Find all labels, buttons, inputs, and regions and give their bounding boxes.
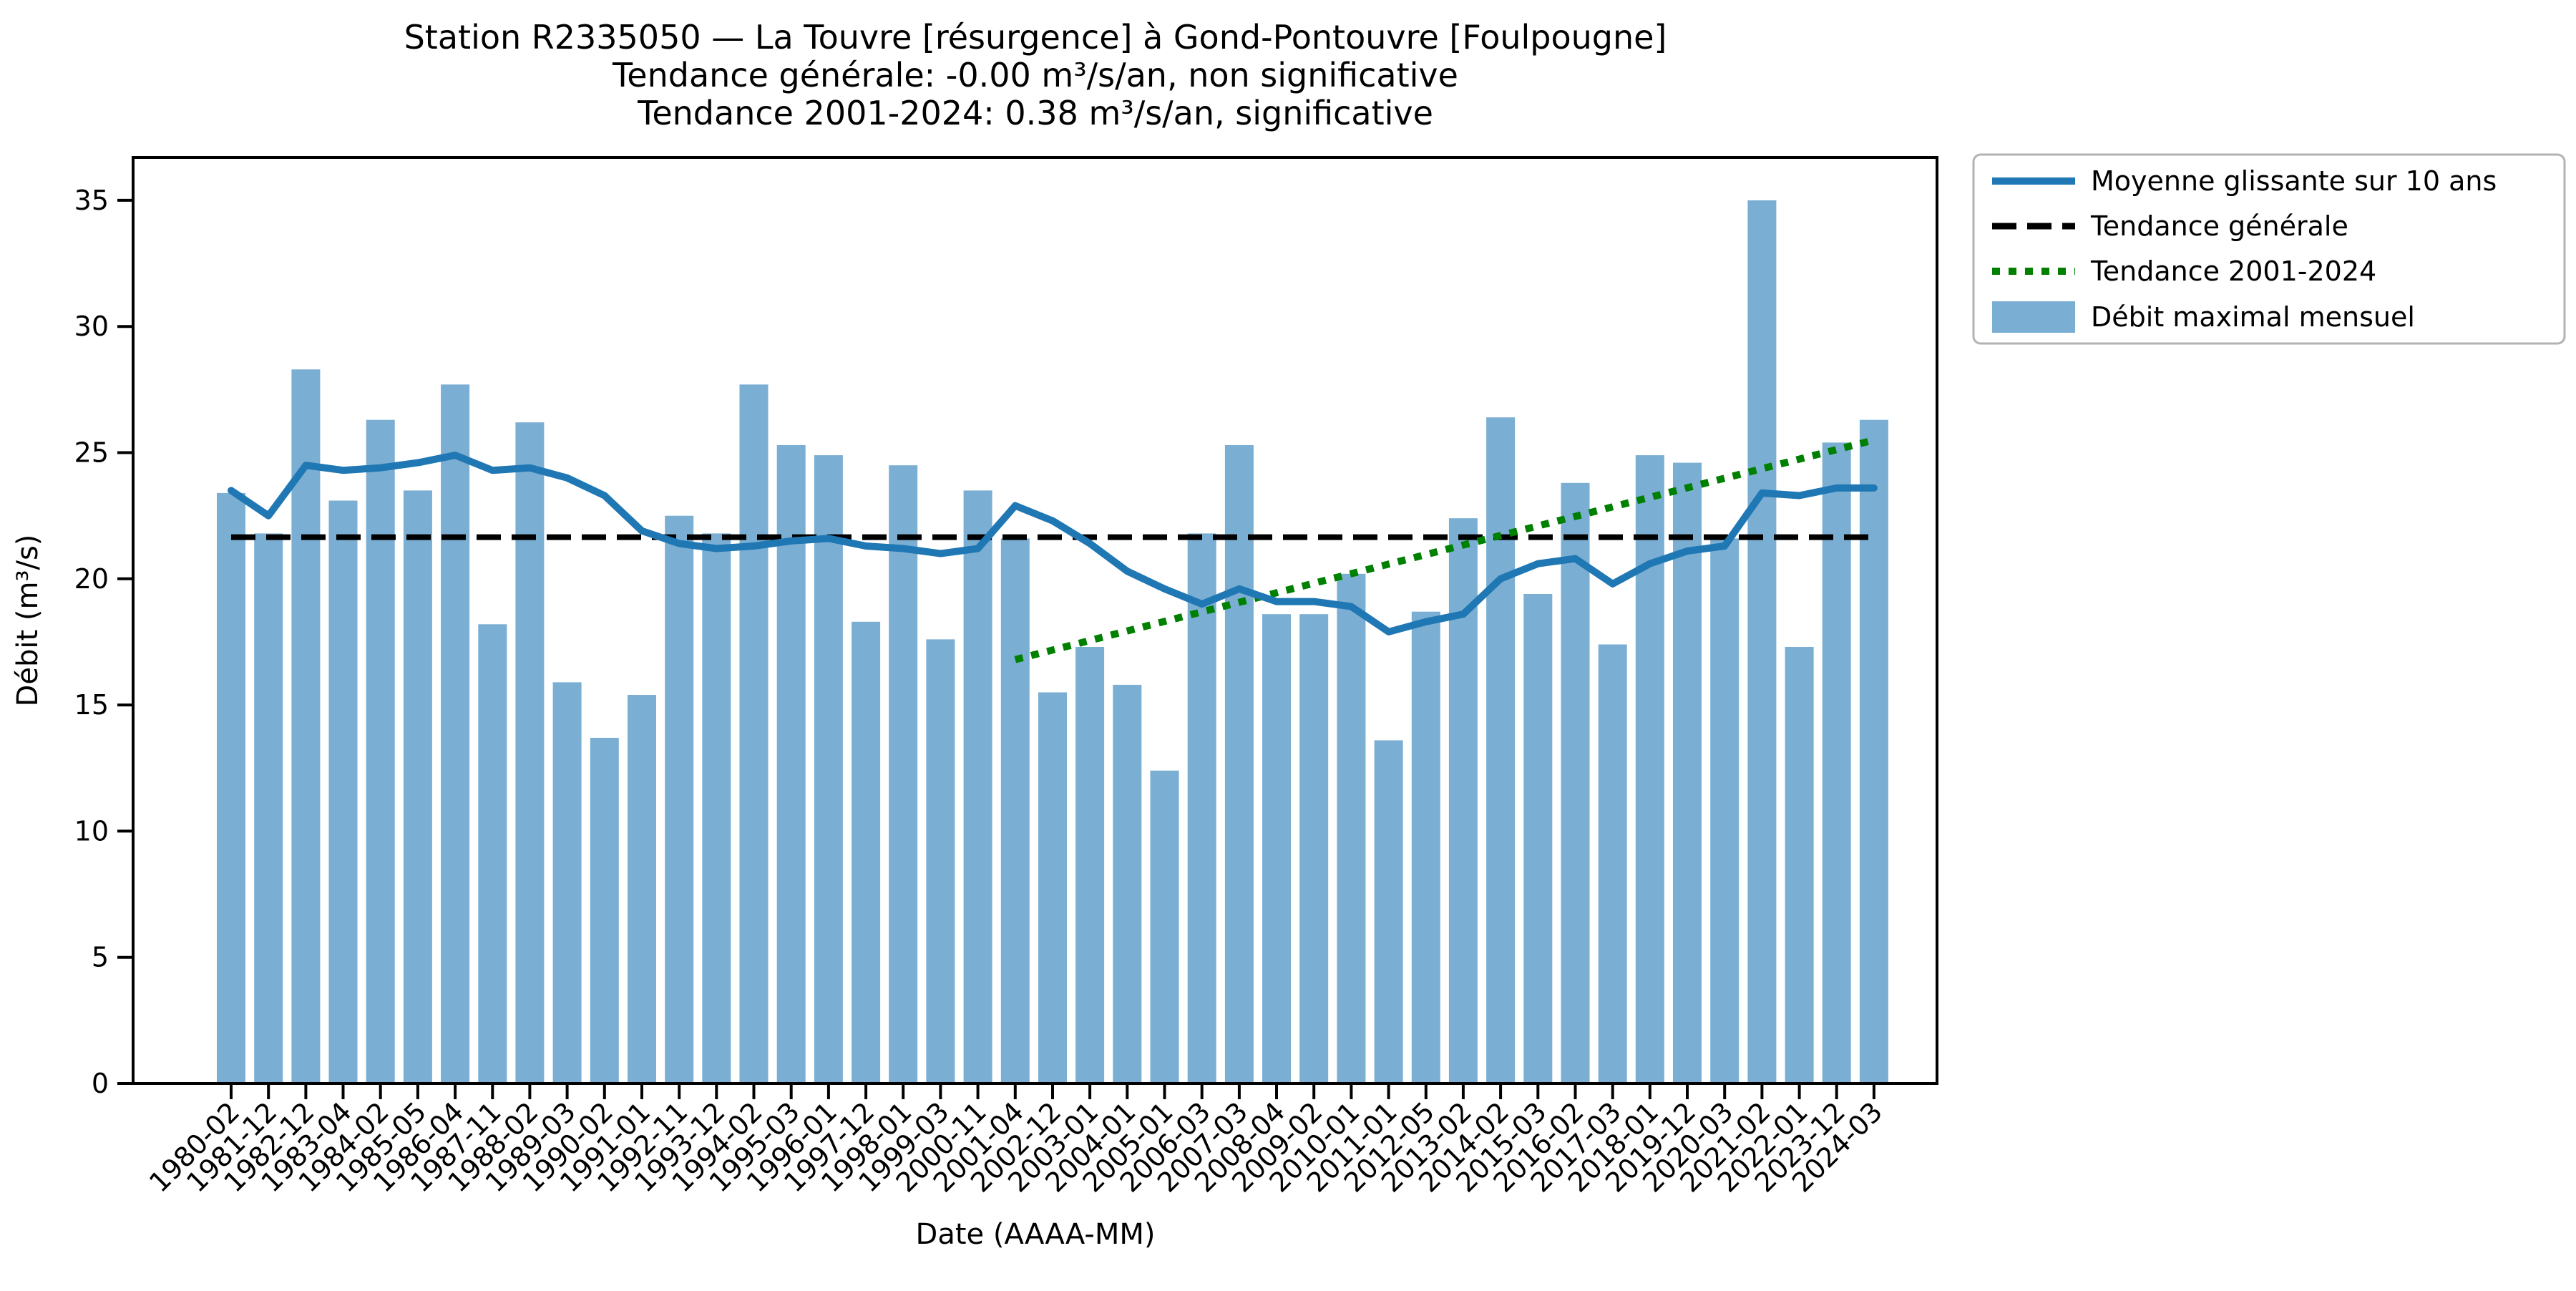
y-axis-label: Débit (m³/s) [11, 535, 44, 707]
bar-1989-03 [552, 682, 582, 1083]
bar-2003-01 [1075, 647, 1105, 1083]
bar-2001-04 [1000, 538, 1030, 1083]
legend-box [1972, 153, 2566, 345]
chart-subtitle-1: Tendance générale: -0.00 m³/s/an, non si… [612, 56, 1458, 94]
bar-2007-03 [1224, 445, 1254, 1083]
plot-frame [132, 156, 1938, 1085]
bar-1983-04 [328, 500, 358, 1083]
legend-label-trend-general: Tendance générale [2090, 210, 2348, 242]
y-tick-label-30: 30 [74, 311, 109, 342]
bar-2019-12 [1673, 462, 1702, 1083]
bar-2018-01 [1635, 455, 1664, 1083]
bar-2024-03 [1859, 419, 1888, 1083]
y-tick-label-0: 0 [92, 1068, 109, 1099]
axis-ticks-group: 051015202530351980-021981-121982-121983-… [74, 185, 1889, 1199]
bar-2012-05 [1411, 611, 1440, 1083]
legend-label-trend-2001-2024: Tendance 2001-2024 [2090, 255, 2376, 287]
bar-2015-03 [1523, 594, 1553, 1083]
bar-1999-03 [926, 639, 955, 1083]
y-tick-label-10: 10 [74, 815, 109, 847]
bar-2006-03 [1187, 533, 1216, 1083]
bar-2009-02 [1299, 614, 1329, 1083]
bar-2008-04 [1262, 614, 1291, 1083]
bar-1993-12 [702, 533, 731, 1083]
bar-1986-04 [441, 384, 470, 1083]
bar-1984-02 [366, 419, 395, 1083]
bar-2010-01 [1337, 573, 1366, 1083]
bar-2004-01 [1113, 684, 1142, 1083]
bar-2020-03 [1710, 538, 1740, 1083]
bar-2021-02 [1747, 200, 1777, 1083]
y-tick-label-15: 15 [74, 689, 109, 721]
bar-1990-02 [590, 738, 619, 1083]
bar-2002-12 [1038, 692, 1067, 1083]
rolling-mean-group [228, 452, 1878, 635]
bar-2022-01 [1785, 647, 1814, 1083]
bar-1981-12 [254, 533, 283, 1083]
bar-2014-02 [1486, 417, 1516, 1083]
y-tick-label-25: 25 [74, 437, 109, 469]
bar-2000-11 [963, 490, 992, 1083]
bar-1991-01 [628, 695, 656, 1083]
bar-1994-02 [739, 384, 769, 1083]
bar-1992-11 [665, 515, 694, 1083]
legend: Moyenne glissante sur 10 ans Tendance gé… [1972, 153, 2566, 345]
x-axis-label: Date (AAAA-MM) [916, 1218, 1156, 1251]
bar-2017-03 [1598, 644, 1627, 1083]
bar-1980-02 [217, 492, 245, 1083]
chart-title: Station R2335050 — La Touvre [résurgence… [404, 18, 1667, 57]
legend-label-rolling-mean: Moyenne glissante sur 10 ans [2091, 165, 2497, 197]
y-tick-label-35: 35 [74, 185, 109, 216]
bar-1988-02 [515, 422, 545, 1083]
bar-2011-01 [1374, 740, 1403, 1083]
bar-1996-01 [814, 455, 843, 1083]
chart-subtitle-2: Tendance 2001-2024: 0.38 m³/s/an, signif… [637, 94, 1433, 132]
rolling-mean-line [228, 452, 1878, 635]
bar-1982-12 [291, 369, 321, 1083]
bar-2016-02 [1561, 482, 1590, 1083]
y-tick-label-20: 20 [74, 563, 109, 595]
bar-1985-05 [403, 490, 432, 1083]
bar-2005-01 [1150, 770, 1179, 1083]
y-tick-label-5: 5 [92, 942, 109, 973]
legend-label-max-monthly-flow: Débit maximal mensuel [2091, 301, 2415, 333]
legend-sample-patch [1992, 301, 2075, 333]
bar-1995-03 [776, 445, 806, 1083]
bar-1997-12 [852, 621, 881, 1083]
bar-1987-11 [478, 624, 507, 1083]
bar-1998-01 [889, 465, 918, 1083]
bar-2023-12 [1822, 442, 1851, 1083]
